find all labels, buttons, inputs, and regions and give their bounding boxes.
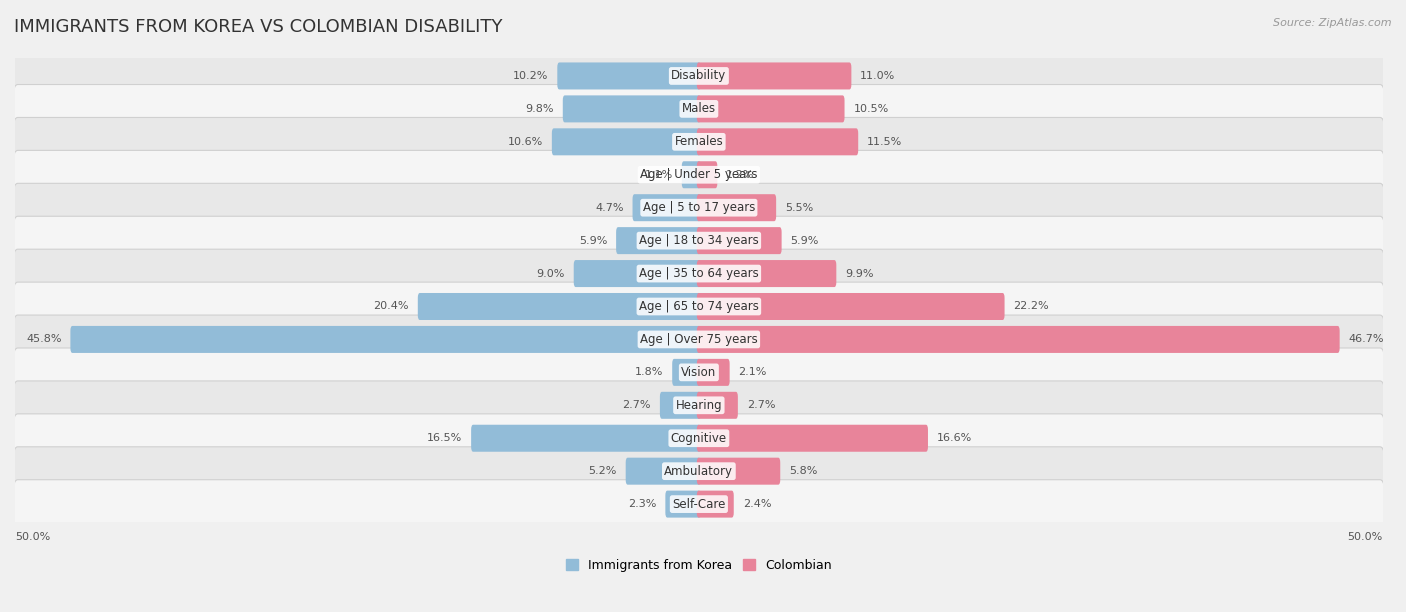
FancyBboxPatch shape	[551, 129, 702, 155]
FancyBboxPatch shape	[697, 293, 1004, 320]
FancyBboxPatch shape	[697, 260, 837, 287]
Text: Age | 18 to 34 years: Age | 18 to 34 years	[638, 234, 759, 247]
Text: Source: ZipAtlas.com: Source: ZipAtlas.com	[1274, 18, 1392, 28]
Text: Age | 5 to 17 years: Age | 5 to 17 years	[643, 201, 755, 214]
Text: 2.3%: 2.3%	[628, 499, 657, 509]
Text: IMMIGRANTS FROM KOREA VS COLOMBIAN DISABILITY: IMMIGRANTS FROM KOREA VS COLOMBIAN DISAB…	[14, 18, 502, 36]
FancyBboxPatch shape	[471, 425, 702, 452]
FancyBboxPatch shape	[14, 216, 1384, 265]
Text: 5.9%: 5.9%	[579, 236, 607, 245]
FancyBboxPatch shape	[697, 326, 1340, 353]
Text: 10.5%: 10.5%	[853, 104, 889, 114]
FancyBboxPatch shape	[697, 95, 845, 122]
FancyBboxPatch shape	[697, 161, 717, 188]
Text: 1.8%: 1.8%	[636, 367, 664, 378]
Text: Disability: Disability	[671, 69, 727, 83]
FancyBboxPatch shape	[14, 118, 1384, 166]
FancyBboxPatch shape	[633, 194, 702, 221]
FancyBboxPatch shape	[697, 62, 852, 89]
Text: 2.7%: 2.7%	[623, 400, 651, 410]
Text: Vision: Vision	[682, 366, 717, 379]
FancyBboxPatch shape	[672, 359, 702, 386]
Text: 9.8%: 9.8%	[526, 104, 554, 114]
Text: Hearing: Hearing	[675, 399, 723, 412]
FancyBboxPatch shape	[697, 194, 776, 221]
Text: 16.5%: 16.5%	[427, 433, 463, 443]
FancyBboxPatch shape	[14, 282, 1384, 331]
FancyBboxPatch shape	[697, 129, 858, 155]
FancyBboxPatch shape	[418, 293, 702, 320]
FancyBboxPatch shape	[697, 458, 780, 485]
Text: 5.8%: 5.8%	[789, 466, 817, 476]
Text: 11.0%: 11.0%	[860, 71, 896, 81]
Text: 46.7%: 46.7%	[1348, 334, 1384, 345]
Text: 50.0%: 50.0%	[1347, 532, 1382, 542]
Text: 20.4%: 20.4%	[374, 302, 409, 312]
FancyBboxPatch shape	[14, 480, 1384, 529]
Text: Females: Females	[675, 135, 723, 148]
FancyBboxPatch shape	[697, 491, 734, 518]
FancyBboxPatch shape	[616, 227, 702, 254]
FancyBboxPatch shape	[14, 315, 1384, 364]
Text: 5.2%: 5.2%	[589, 466, 617, 476]
Text: Age | Over 75 years: Age | Over 75 years	[640, 333, 758, 346]
FancyBboxPatch shape	[14, 151, 1384, 199]
Legend: Immigrants from Korea, Colombian: Immigrants from Korea, Colombian	[567, 559, 832, 572]
FancyBboxPatch shape	[14, 381, 1384, 430]
Text: 22.2%: 22.2%	[1014, 302, 1049, 312]
Text: 2.4%: 2.4%	[742, 499, 770, 509]
FancyBboxPatch shape	[14, 414, 1384, 463]
FancyBboxPatch shape	[14, 249, 1384, 298]
FancyBboxPatch shape	[70, 326, 702, 353]
FancyBboxPatch shape	[14, 348, 1384, 397]
Text: 10.6%: 10.6%	[508, 137, 543, 147]
FancyBboxPatch shape	[665, 491, 702, 518]
Text: 5.9%: 5.9%	[790, 236, 818, 245]
FancyBboxPatch shape	[697, 425, 928, 452]
FancyBboxPatch shape	[697, 392, 738, 419]
Text: 11.5%: 11.5%	[868, 137, 903, 147]
FancyBboxPatch shape	[14, 447, 1384, 496]
Text: 10.2%: 10.2%	[513, 71, 548, 81]
Text: Ambulatory: Ambulatory	[665, 465, 734, 478]
FancyBboxPatch shape	[682, 161, 702, 188]
FancyBboxPatch shape	[14, 51, 1384, 100]
Text: Self-Care: Self-Care	[672, 498, 725, 510]
Text: Cognitive: Cognitive	[671, 431, 727, 445]
FancyBboxPatch shape	[14, 184, 1384, 232]
Text: Males: Males	[682, 102, 716, 116]
Text: Age | Under 5 years: Age | Under 5 years	[640, 168, 758, 181]
FancyBboxPatch shape	[14, 84, 1384, 133]
Text: 9.0%: 9.0%	[537, 269, 565, 278]
Text: 2.7%: 2.7%	[747, 400, 775, 410]
Text: 2.1%: 2.1%	[738, 367, 766, 378]
Text: 50.0%: 50.0%	[15, 532, 51, 542]
Text: Age | 65 to 74 years: Age | 65 to 74 years	[638, 300, 759, 313]
FancyBboxPatch shape	[574, 260, 702, 287]
FancyBboxPatch shape	[659, 392, 702, 419]
FancyBboxPatch shape	[562, 95, 702, 122]
Text: 45.8%: 45.8%	[25, 334, 62, 345]
Text: 5.5%: 5.5%	[785, 203, 813, 213]
FancyBboxPatch shape	[626, 458, 702, 485]
FancyBboxPatch shape	[697, 359, 730, 386]
Text: 1.1%: 1.1%	[644, 170, 673, 180]
FancyBboxPatch shape	[697, 227, 782, 254]
Text: Age | 35 to 64 years: Age | 35 to 64 years	[638, 267, 759, 280]
Text: 1.2%: 1.2%	[727, 170, 755, 180]
Text: 4.7%: 4.7%	[595, 203, 624, 213]
FancyBboxPatch shape	[557, 62, 702, 89]
Text: 16.6%: 16.6%	[936, 433, 972, 443]
Text: 9.9%: 9.9%	[845, 269, 873, 278]
